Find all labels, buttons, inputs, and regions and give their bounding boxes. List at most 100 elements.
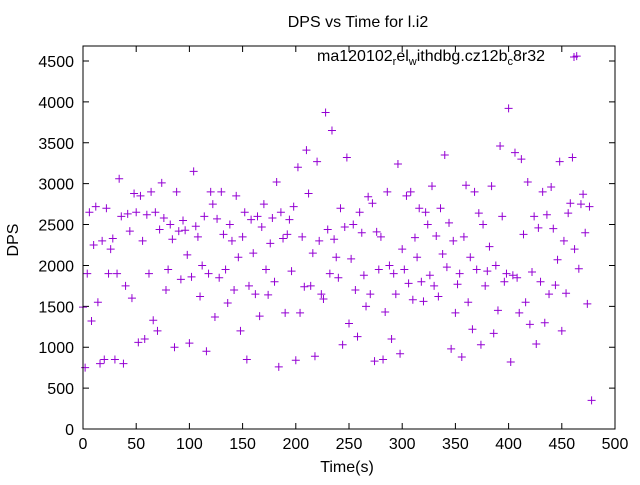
data-point [440, 151, 449, 160]
data-point [125, 227, 134, 236]
data-point [530, 212, 539, 221]
data-point [285, 215, 294, 224]
x-tick-label: 500 [602, 436, 629, 453]
data-point [298, 232, 307, 241]
data-point [557, 326, 566, 335]
data-point [502, 269, 511, 278]
data-point [410, 233, 419, 242]
data-point [455, 269, 464, 278]
data-point [468, 325, 477, 334]
legend: ma120102relwithdbg.cz12bc8r32 [317, 48, 578, 68]
data-point [208, 200, 217, 209]
data-point [308, 249, 317, 258]
data-point [457, 353, 466, 362]
data-point [402, 191, 411, 200]
data-point [170, 343, 179, 352]
data-point [579, 190, 588, 199]
data-point [430, 281, 439, 290]
data-point [432, 232, 441, 241]
data-point [149, 316, 158, 325]
data-point [523, 178, 532, 187]
data-point [304, 189, 313, 198]
data-point [242, 355, 251, 364]
data-point [496, 142, 505, 151]
data-point [157, 178, 166, 187]
y-tick-label: 4000 [38, 95, 74, 112]
data-point [510, 148, 519, 157]
data-point [217, 187, 226, 196]
data-point [419, 297, 428, 306]
data-point [542, 210, 551, 219]
data-point [393, 160, 402, 169]
data-point [230, 285, 239, 294]
data-point [253, 212, 262, 221]
data-point [334, 273, 343, 282]
data-point [327, 126, 336, 135]
data-point [332, 253, 341, 262]
data-point [359, 271, 368, 280]
data-point [372, 227, 381, 236]
legend-marker-plus-icon [570, 53, 578, 61]
y-tick-label: 1500 [38, 299, 74, 316]
data-point [255, 312, 264, 321]
data-point [370, 357, 379, 366]
data-point [389, 269, 398, 278]
data-point [196, 292, 205, 301]
data-point [353, 332, 362, 341]
data-point [340, 223, 349, 232]
data-point [493, 306, 502, 315]
data-point [538, 187, 547, 196]
data-point [547, 182, 556, 191]
data-point [566, 199, 575, 208]
data-point [264, 290, 273, 299]
data-point [425, 271, 434, 280]
data-point [244, 281, 253, 290]
y-tick-label: 3500 [38, 136, 74, 153]
data-point [338, 340, 347, 349]
data-point [281, 308, 290, 317]
data-point [130, 189, 139, 198]
data-point [570, 245, 579, 254]
data-point [289, 202, 298, 211]
data-point [306, 281, 315, 290]
data-point [506, 357, 515, 366]
data-point [119, 359, 128, 368]
data-point [398, 245, 407, 254]
data-point [481, 281, 490, 290]
data-point [574, 264, 583, 273]
data-point [172, 187, 181, 196]
data-point [587, 396, 596, 405]
data-point [408, 295, 417, 304]
data-point [210, 312, 219, 321]
data-point [247, 215, 256, 224]
data-point [528, 267, 537, 276]
data-point [462, 181, 471, 190]
data-point [202, 347, 211, 356]
data-point [479, 220, 488, 229]
data-point [464, 298, 473, 307]
data-point [491, 261, 500, 270]
data-point [221, 265, 230, 274]
data-point [189, 167, 198, 176]
data-point [227, 236, 236, 245]
data-point [376, 232, 385, 241]
data-point [219, 230, 228, 239]
data-point [568, 153, 577, 162]
data-point [423, 220, 432, 229]
data-point [283, 230, 292, 239]
data-point [136, 191, 145, 200]
data-point [215, 273, 224, 282]
data-point [391, 290, 400, 299]
data-point [164, 265, 173, 274]
data-point [266, 239, 275, 248]
data-point [368, 199, 377, 208]
data-point [200, 212, 209, 221]
x-tick-label: 50 [127, 436, 145, 453]
data-point [406, 187, 415, 196]
data-point [347, 254, 356, 263]
data-point [113, 269, 122, 278]
data-point [325, 269, 334, 278]
data-point [296, 308, 305, 317]
data-point [108, 234, 117, 243]
